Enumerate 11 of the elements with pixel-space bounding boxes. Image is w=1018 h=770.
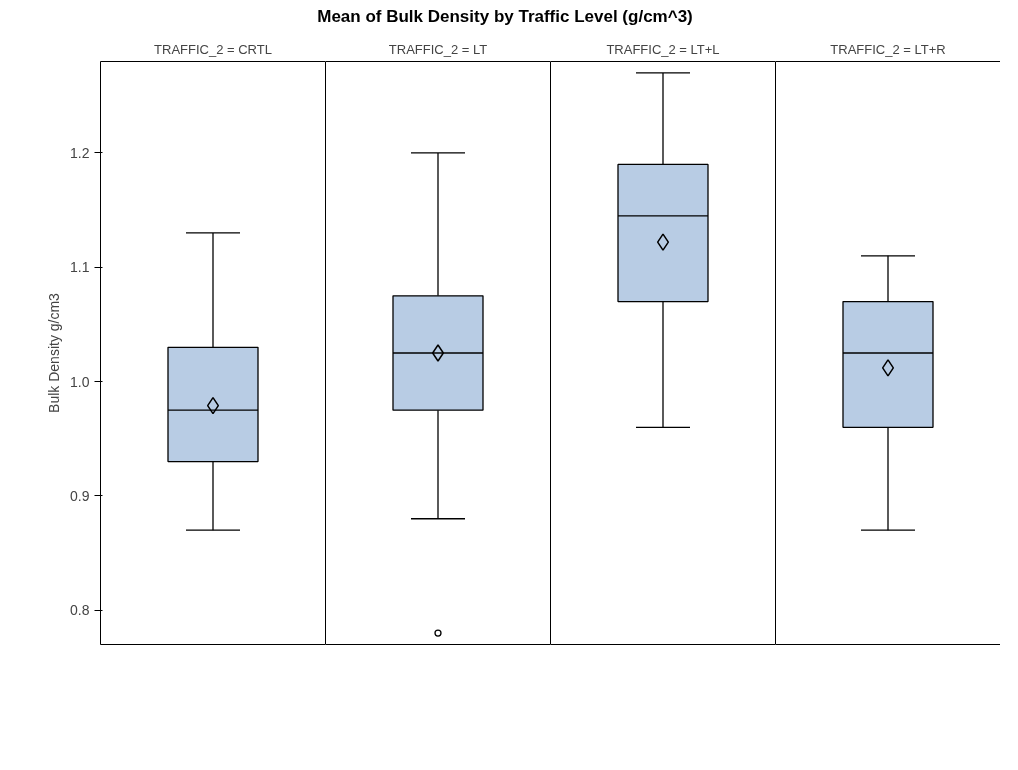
y-tick-label: 1.0 [70,373,90,390]
x-tick-label: TRAFFIC_2 = LT+L [606,41,720,57]
x-tick-label: TRAFFIC_2 = LT+R [830,41,946,57]
chart-title: Mean of Bulk Density by Traffic Level (g/cm^3) [317,6,693,28]
x-tick-label: TRAFFIC_2 = LT [388,41,488,57]
x-tick-label: TRAFFIC_2 = CRTL [154,41,272,57]
y-axis-title: Bulk Density g/cm3 [46,293,63,414]
y-tick-label: 0.9 [70,488,90,505]
y-tick-label: 1.1 [70,259,90,276]
y-tick-label: 1.2 [70,145,90,162]
y-tick-label: 0.8 [70,602,90,619]
